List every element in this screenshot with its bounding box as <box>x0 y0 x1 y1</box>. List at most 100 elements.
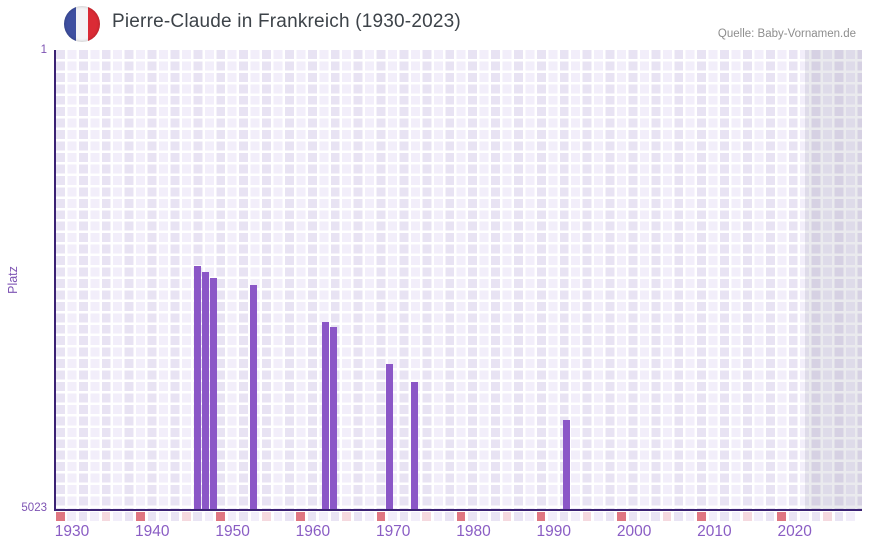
decade-strip-cell <box>353 512 363 521</box>
bar-1961[interactable] <box>322 321 330 510</box>
decade-strip <box>56 512 862 521</box>
x-tick-label-2020: 2020 <box>777 523 812 540</box>
decade-strip-cell <box>136 512 145 521</box>
decade-strip-cell <box>788 512 798 521</box>
y-axis-title: Platz <box>6 266 20 294</box>
source-link[interactable]: Quelle: Baby-Vornamen.de <box>717 28 856 40</box>
decade-strip-cell <box>536 512 546 521</box>
decade-strip-cell <box>159 512 168 521</box>
decade-strip-cell <box>800 512 809 521</box>
decade-strip-cell <box>697 512 706 521</box>
decade-strip-cell <box>147 512 157 521</box>
decade-strip-cell <box>594 512 603 521</box>
decade-strip-cell <box>296 512 306 521</box>
decade-strip-cell <box>662 512 672 521</box>
decade-strip-cell <box>433 512 443 521</box>
decade-strip-cell <box>78 512 88 521</box>
decade-strip-cell <box>743 512 752 521</box>
decade-strip-cell <box>479 512 489 521</box>
bar-1947[interactable] <box>209 277 217 510</box>
decade-strip-cell <box>90 512 99 521</box>
x-tick-label-2010: 2010 <box>697 523 732 540</box>
decade-strip-cell <box>628 512 638 521</box>
decade-strip-cell <box>571 512 580 521</box>
x-tick-label-1980: 1980 <box>456 523 491 540</box>
decade-strip-cell <box>239 512 248 521</box>
decade-strip-cell <box>708 512 718 521</box>
x-tick-label-2000: 2000 <box>616 523 652 540</box>
decade-strip-cell <box>514 512 523 521</box>
decade-strip-cell <box>285 512 294 521</box>
decade-strip-cell <box>262 512 271 521</box>
decade-strip-cell <box>617 512 626 521</box>
decade-strip-cell <box>582 512 592 521</box>
decade-strip-cell <box>811 512 821 521</box>
decade-strip-cell <box>330 512 340 521</box>
decade-strip-cell <box>491 512 500 521</box>
decade-strip-cell <box>193 512 202 521</box>
bar-1962[interactable] <box>330 326 338 510</box>
decade-strip-cell <box>250 512 260 521</box>
decade-strip-cell <box>731 512 741 521</box>
decade-strip-cell <box>502 512 512 521</box>
france-flag-icon <box>64 6 100 42</box>
bar-1945[interactable] <box>193 266 201 510</box>
decade-strip-cell <box>376 512 386 521</box>
decade-strip-cell <box>559 512 569 521</box>
decade-strip-cell <box>674 512 683 521</box>
decade-strip-cell <box>468 512 477 521</box>
x-tick-label-1930: 1930 <box>54 523 90 540</box>
decade-strip-cell <box>445 512 454 521</box>
decade-strip-cell <box>651 512 660 521</box>
x-tick-label-1970: 1970 <box>375 523 411 540</box>
bar-1991[interactable] <box>563 419 571 510</box>
decade-strip-cell <box>101 512 111 521</box>
x-axis-tick-labels: 1930 1940 1950 1960 1970 1980 1990 2000 2010 2020 <box>0 523 873 541</box>
decade-strip-cell <box>273 512 283 521</box>
decade-strip-cell <box>365 512 374 521</box>
decade-strip-cell <box>639 512 649 521</box>
decade-strip-cell <box>388 512 397 521</box>
plot-area[interactable] <box>56 50 862 510</box>
decade-strip-cell <box>410 512 420 521</box>
decade-strip-cell <box>765 512 775 521</box>
decade-strip-cell <box>777 512 786 521</box>
x-tick-label-1950: 1950 <box>215 523 250 540</box>
decade-strip-cell <box>846 512 855 521</box>
x-axis-line <box>54 509 862 511</box>
bar-1972[interactable] <box>410 382 418 510</box>
decade-strip-cell <box>67 512 77 521</box>
decade-strip-cell <box>124 512 134 521</box>
decade-strip-cell <box>605 512 615 521</box>
decade-strip-cell <box>720 512 729 521</box>
decade-strip-cell <box>525 512 535 521</box>
bar-1969[interactable] <box>386 364 394 510</box>
decade-strip-cell <box>823 512 832 521</box>
x-tick-label-1940: 1940 <box>135 523 170 540</box>
decade-strip-cell <box>422 512 431 521</box>
decade-strip-cell <box>216 512 225 521</box>
y-axis-bottom-label: 5023 <box>21 502 47 514</box>
decade-strip-cell <box>56 512 65 521</box>
right-shaded-band <box>805 50 862 510</box>
y-axis-top-label: 1 <box>40 44 47 56</box>
x-tick-label-1960: 1960 <box>295 523 331 540</box>
decade-strip-cell <box>456 512 466 521</box>
decade-strip-cell <box>834 512 844 521</box>
decade-strip-cell <box>399 512 409 521</box>
decade-strip-cell <box>319 512 328 521</box>
decade-strip-cell <box>113 512 122 521</box>
decade-strip-cell <box>181 512 191 521</box>
x-tick-label-1990: 1990 <box>536 523 572 540</box>
bar-1952[interactable] <box>249 285 257 510</box>
decade-strip-cell <box>342 512 351 521</box>
y-axis-line <box>54 50 56 511</box>
decade-strip-cell <box>685 512 695 521</box>
decade-strip-cell <box>548 512 557 521</box>
bar-1946[interactable] <box>201 272 209 510</box>
decade-strip-cell <box>754 512 764 521</box>
decade-strip-cell <box>307 512 317 521</box>
decade-strip-cell <box>170 512 180 521</box>
decade-strip-cell <box>204 512 214 521</box>
